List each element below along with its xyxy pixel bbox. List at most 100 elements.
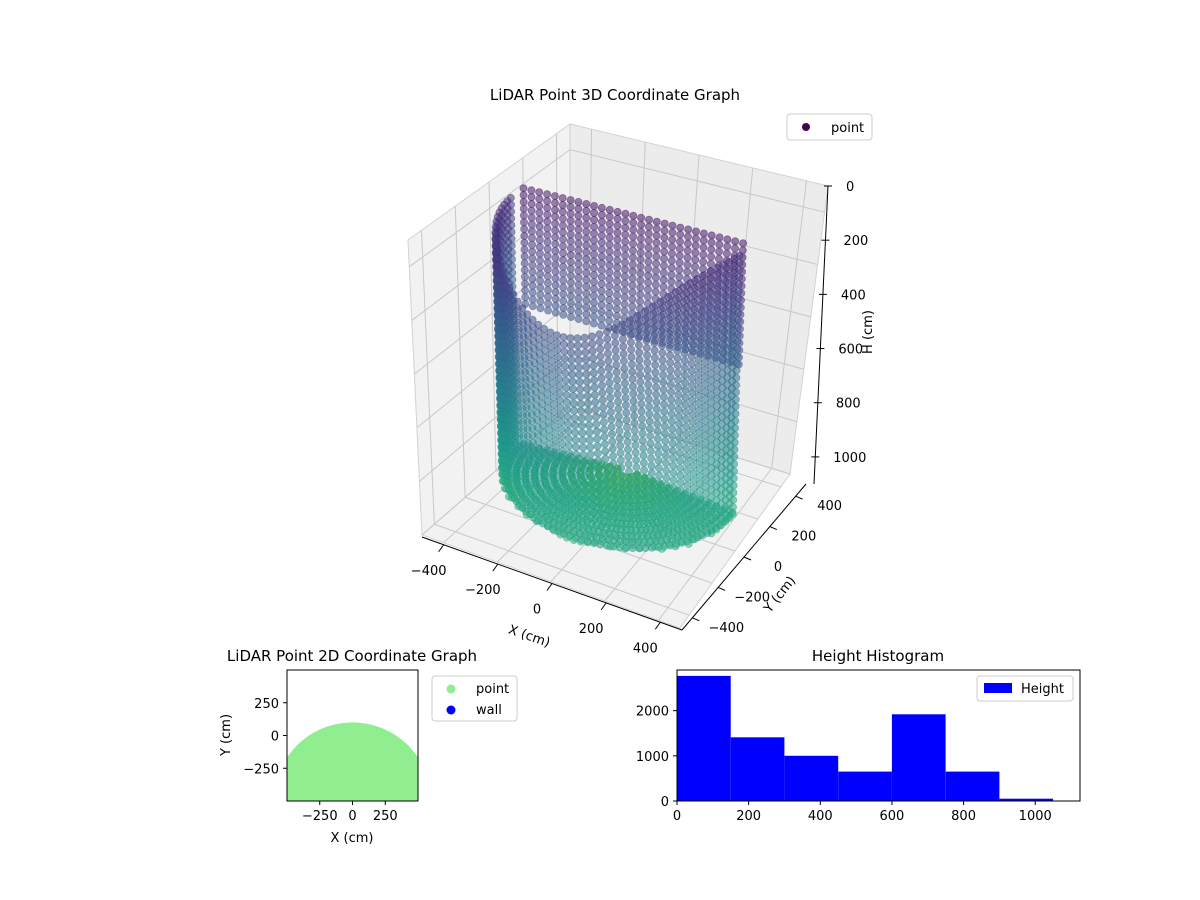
plot3d-point xyxy=(614,404,623,413)
plot3d-point xyxy=(583,531,592,540)
plot3d-point xyxy=(639,458,648,467)
plot3d-point xyxy=(608,430,617,439)
plot3d-point xyxy=(683,466,692,475)
plot3d-point xyxy=(559,333,568,342)
plot3d-point xyxy=(673,339,682,348)
plot3d-point xyxy=(597,224,606,233)
plot3d-y-tick-label: 200 xyxy=(791,530,816,545)
histogram-bar xyxy=(999,798,1054,801)
plot3d-point xyxy=(546,454,555,463)
plot3d-point xyxy=(574,356,583,365)
plot3d-point xyxy=(718,347,727,356)
plot3d-point xyxy=(560,490,569,499)
plot3d-point xyxy=(681,385,690,394)
plot3d-point xyxy=(628,540,637,549)
plot2d: LiDAR Point 2D Coordinate Graph −250 0 250… xyxy=(219,647,518,846)
plot3d-point xyxy=(700,351,709,360)
plot3d-point xyxy=(636,255,645,264)
plot3d-point xyxy=(553,345,562,354)
plot3d-point xyxy=(601,447,610,456)
plot3d-point xyxy=(598,388,607,397)
plot3d-point xyxy=(574,253,583,262)
plot3d-point xyxy=(713,329,722,338)
plot3d-gridline xyxy=(488,181,497,471)
plot3d-point xyxy=(597,522,606,531)
plot3d-point xyxy=(560,347,569,356)
plot3d-point xyxy=(546,328,555,337)
plot3d-point xyxy=(718,391,727,400)
plot3d-point xyxy=(576,537,585,546)
plot3d-point xyxy=(555,388,564,397)
plot3d-point xyxy=(566,251,575,260)
plot3d-point xyxy=(692,227,701,236)
plot3d-point xyxy=(715,247,724,256)
histogram-bar xyxy=(784,755,839,801)
plot3d-point xyxy=(724,286,733,295)
plot3d-point xyxy=(690,498,699,507)
plot3d-point xyxy=(574,348,583,357)
plot3d-point xyxy=(590,271,599,280)
plot3d-point xyxy=(612,525,621,534)
plot3d-point xyxy=(570,414,579,423)
plot3d-point xyxy=(528,233,537,242)
plot3d-point xyxy=(618,493,627,502)
plot3d-point xyxy=(667,256,676,265)
plot3d-point xyxy=(707,442,716,451)
plot3d-point xyxy=(657,537,666,546)
plot3d-point xyxy=(635,363,644,372)
plot3d-point xyxy=(552,458,561,467)
plot3d-point xyxy=(659,370,668,379)
plot3d-point xyxy=(669,461,678,470)
plot3d-point xyxy=(556,530,565,539)
plot3d-point xyxy=(582,509,591,518)
plot3d-point xyxy=(566,196,575,205)
plot3d-point xyxy=(684,525,693,534)
plot3d-point xyxy=(640,480,649,489)
plot3d-point xyxy=(707,420,716,429)
plot3d-point xyxy=(520,218,529,227)
plot3d-point xyxy=(502,276,511,285)
plot3d-point xyxy=(636,262,645,271)
plot3d-y-tick-label: 400 xyxy=(817,499,842,514)
plot3d-point xyxy=(597,210,606,219)
plot3d-point xyxy=(707,318,716,327)
plot3d-point xyxy=(596,344,605,353)
plot3d-point xyxy=(644,264,653,273)
plot3d-point xyxy=(605,205,614,214)
plot3d-point xyxy=(635,529,644,538)
plot3d-point xyxy=(718,354,727,363)
plot3d-point xyxy=(723,351,732,360)
histogram-legend: Height xyxy=(976,675,1074,702)
plot3d-point xyxy=(689,440,698,449)
plot3d-point xyxy=(676,223,685,232)
plot3d-point xyxy=(597,273,606,282)
plot3d-point xyxy=(491,240,500,249)
plot3d-point xyxy=(673,361,682,370)
plot3d-point xyxy=(644,229,653,238)
plot3d-point xyxy=(627,345,636,354)
plot3d-point xyxy=(701,475,710,484)
plot3d-point xyxy=(597,280,606,289)
histogram-frame xyxy=(676,669,1081,802)
plot3d-point xyxy=(570,406,579,415)
plot3d-point xyxy=(719,289,728,298)
plot3d-point xyxy=(549,393,558,402)
plot3d-point xyxy=(551,301,560,310)
plot3d-point xyxy=(665,336,674,345)
plot3d-point xyxy=(612,353,621,362)
plot3d-point xyxy=(664,299,673,308)
plot3d-point xyxy=(701,497,710,506)
plot3d-point xyxy=(582,516,591,525)
plot3d-y-tick-label: 0 xyxy=(774,560,782,575)
plot3d-point xyxy=(621,209,630,218)
plot3d-point xyxy=(565,456,574,465)
plot3d-point xyxy=(585,428,594,437)
plot3d-point xyxy=(637,400,646,409)
plot3d-point xyxy=(676,471,685,480)
plot3d-point xyxy=(566,264,575,273)
plot3d-point xyxy=(605,275,614,284)
plot3d-point xyxy=(644,395,653,404)
plot3d-point xyxy=(713,271,722,280)
plot3d-point xyxy=(595,478,604,487)
plot3d-point xyxy=(699,243,708,252)
